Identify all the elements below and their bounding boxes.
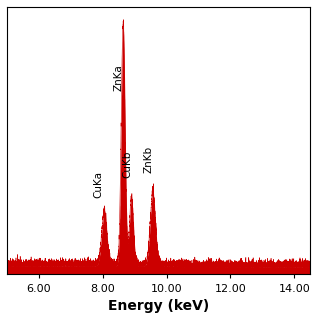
Text: ZnKa: ZnKa <box>114 64 124 91</box>
Text: CuKa: CuKa <box>93 171 103 198</box>
X-axis label: Energy (keV): Energy (keV) <box>108 299 209 313</box>
Text: CuKb: CuKb <box>123 150 132 178</box>
Text: ZnKb: ZnKb <box>144 145 154 172</box>
